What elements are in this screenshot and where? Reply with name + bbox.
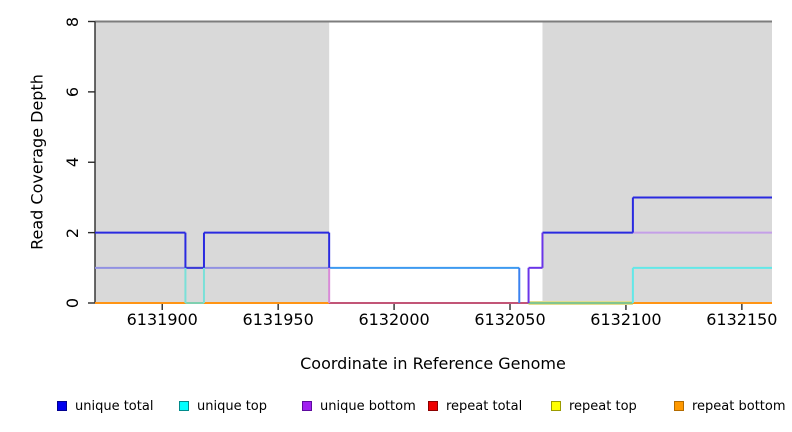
legend-label: unique total bbox=[75, 398, 154, 414]
x-tick-label: 6132000 bbox=[358, 310, 430, 329]
legend-swatch-icon bbox=[674, 401, 684, 411]
legend-item-unique-bottom: unique bottom bbox=[302, 398, 416, 414]
legend-item-repeat-total: repeat total bbox=[428, 398, 522, 414]
legend-label: repeat bottom bbox=[692, 398, 786, 414]
legend-item-unique-total: unique total bbox=[57, 398, 153, 414]
legend-swatch-icon bbox=[302, 401, 312, 411]
legend-label: unique bottom bbox=[320, 398, 416, 414]
x-tick-label: 6132050 bbox=[474, 310, 546, 329]
x-tick-label: 6132150 bbox=[706, 310, 778, 329]
legend-label: repeat total bbox=[446, 398, 523, 414]
x-tick-label: 6132100 bbox=[590, 310, 662, 329]
legend-label: unique top bbox=[197, 398, 268, 414]
legend-swatch-icon bbox=[551, 401, 561, 411]
y-tick-label: 6 bbox=[63, 86, 82, 97]
legend-item-repeat-top: repeat top bbox=[551, 398, 637, 414]
x-axis-title: Coordinate in Reference Genome bbox=[300, 354, 566, 373]
y-tick-label: 2 bbox=[63, 227, 82, 238]
y-axis-title: Read Coverage Depth bbox=[27, 74, 47, 250]
shaded-region bbox=[542, 21, 772, 303]
y-tick-label: 4 bbox=[63, 157, 82, 168]
x-tick-label: 6131900 bbox=[126, 310, 198, 329]
legend-swatch-icon bbox=[179, 401, 189, 411]
legend-swatch-icon bbox=[57, 401, 67, 411]
y-tick-label: 0 bbox=[63, 297, 82, 309]
legend-item-unique-top: unique top bbox=[179, 398, 267, 414]
x-tick-label: 6131950 bbox=[242, 310, 314, 329]
shaded-region bbox=[95, 21, 330, 303]
legend-swatch-icon bbox=[428, 401, 438, 411]
legend-item-repeat-bottom: repeat bottom bbox=[674, 398, 786, 414]
legend-label: repeat top bbox=[569, 398, 637, 414]
y-tick-label: 8 bbox=[63, 16, 82, 27]
